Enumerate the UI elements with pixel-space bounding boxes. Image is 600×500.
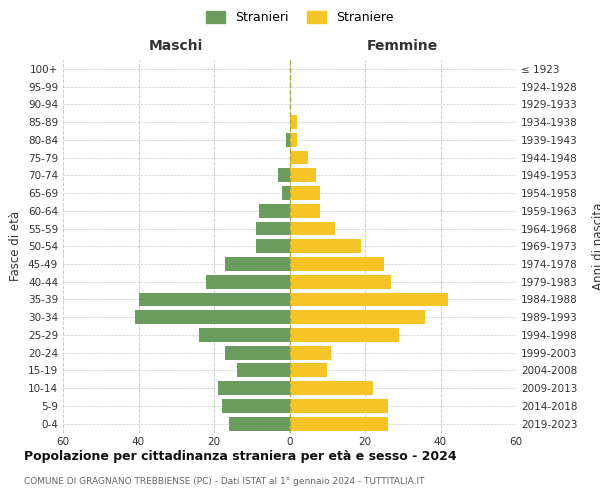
Bar [256, 240, 290, 253]
Bar [226, 257, 290, 271]
Bar [199, 328, 290, 342]
Text: Femmine: Femmine [367, 39, 439, 53]
Bar [135, 310, 290, 324]
Bar [290, 399, 388, 413]
Y-axis label: Fasce di età: Fasce di età [10, 211, 22, 282]
Bar [290, 310, 425, 324]
Text: COMUNE DI GRAGNANO TREBBIENSE (PC) - Dati ISTAT al 1° gennaio 2024 - TUTTITALIA.: COMUNE DI GRAGNANO TREBBIENSE (PC) - Dat… [24, 478, 425, 486]
Bar [290, 168, 316, 182]
Bar [290, 204, 320, 218]
Bar [290, 381, 373, 395]
Bar [282, 186, 290, 200]
Bar [290, 115, 297, 129]
Bar [290, 150, 308, 164]
Bar [229, 416, 290, 430]
Bar [278, 168, 290, 182]
Bar [290, 275, 391, 288]
Bar [290, 240, 361, 253]
Y-axis label: Anni di nascita: Anni di nascita [592, 202, 600, 290]
Bar [259, 204, 290, 218]
Legend: Stranieri, Straniere: Stranieri, Straniere [202, 6, 398, 29]
Bar [218, 381, 290, 395]
Bar [290, 292, 448, 306]
Bar [206, 275, 290, 288]
Bar [290, 346, 331, 360]
Bar [290, 133, 297, 146]
Text: Maschi: Maschi [149, 39, 203, 53]
Text: Popolazione per cittadinanza straniera per età e sesso - 2024: Popolazione per cittadinanza straniera p… [24, 450, 457, 463]
Bar [139, 292, 290, 306]
Bar [290, 364, 327, 378]
Bar [226, 346, 290, 360]
Bar [286, 133, 290, 146]
Bar [221, 399, 290, 413]
Bar [290, 257, 384, 271]
Bar [290, 416, 388, 430]
Bar [256, 222, 290, 235]
Bar [290, 186, 320, 200]
Bar [290, 328, 399, 342]
Bar [236, 364, 290, 378]
Bar [290, 222, 335, 235]
